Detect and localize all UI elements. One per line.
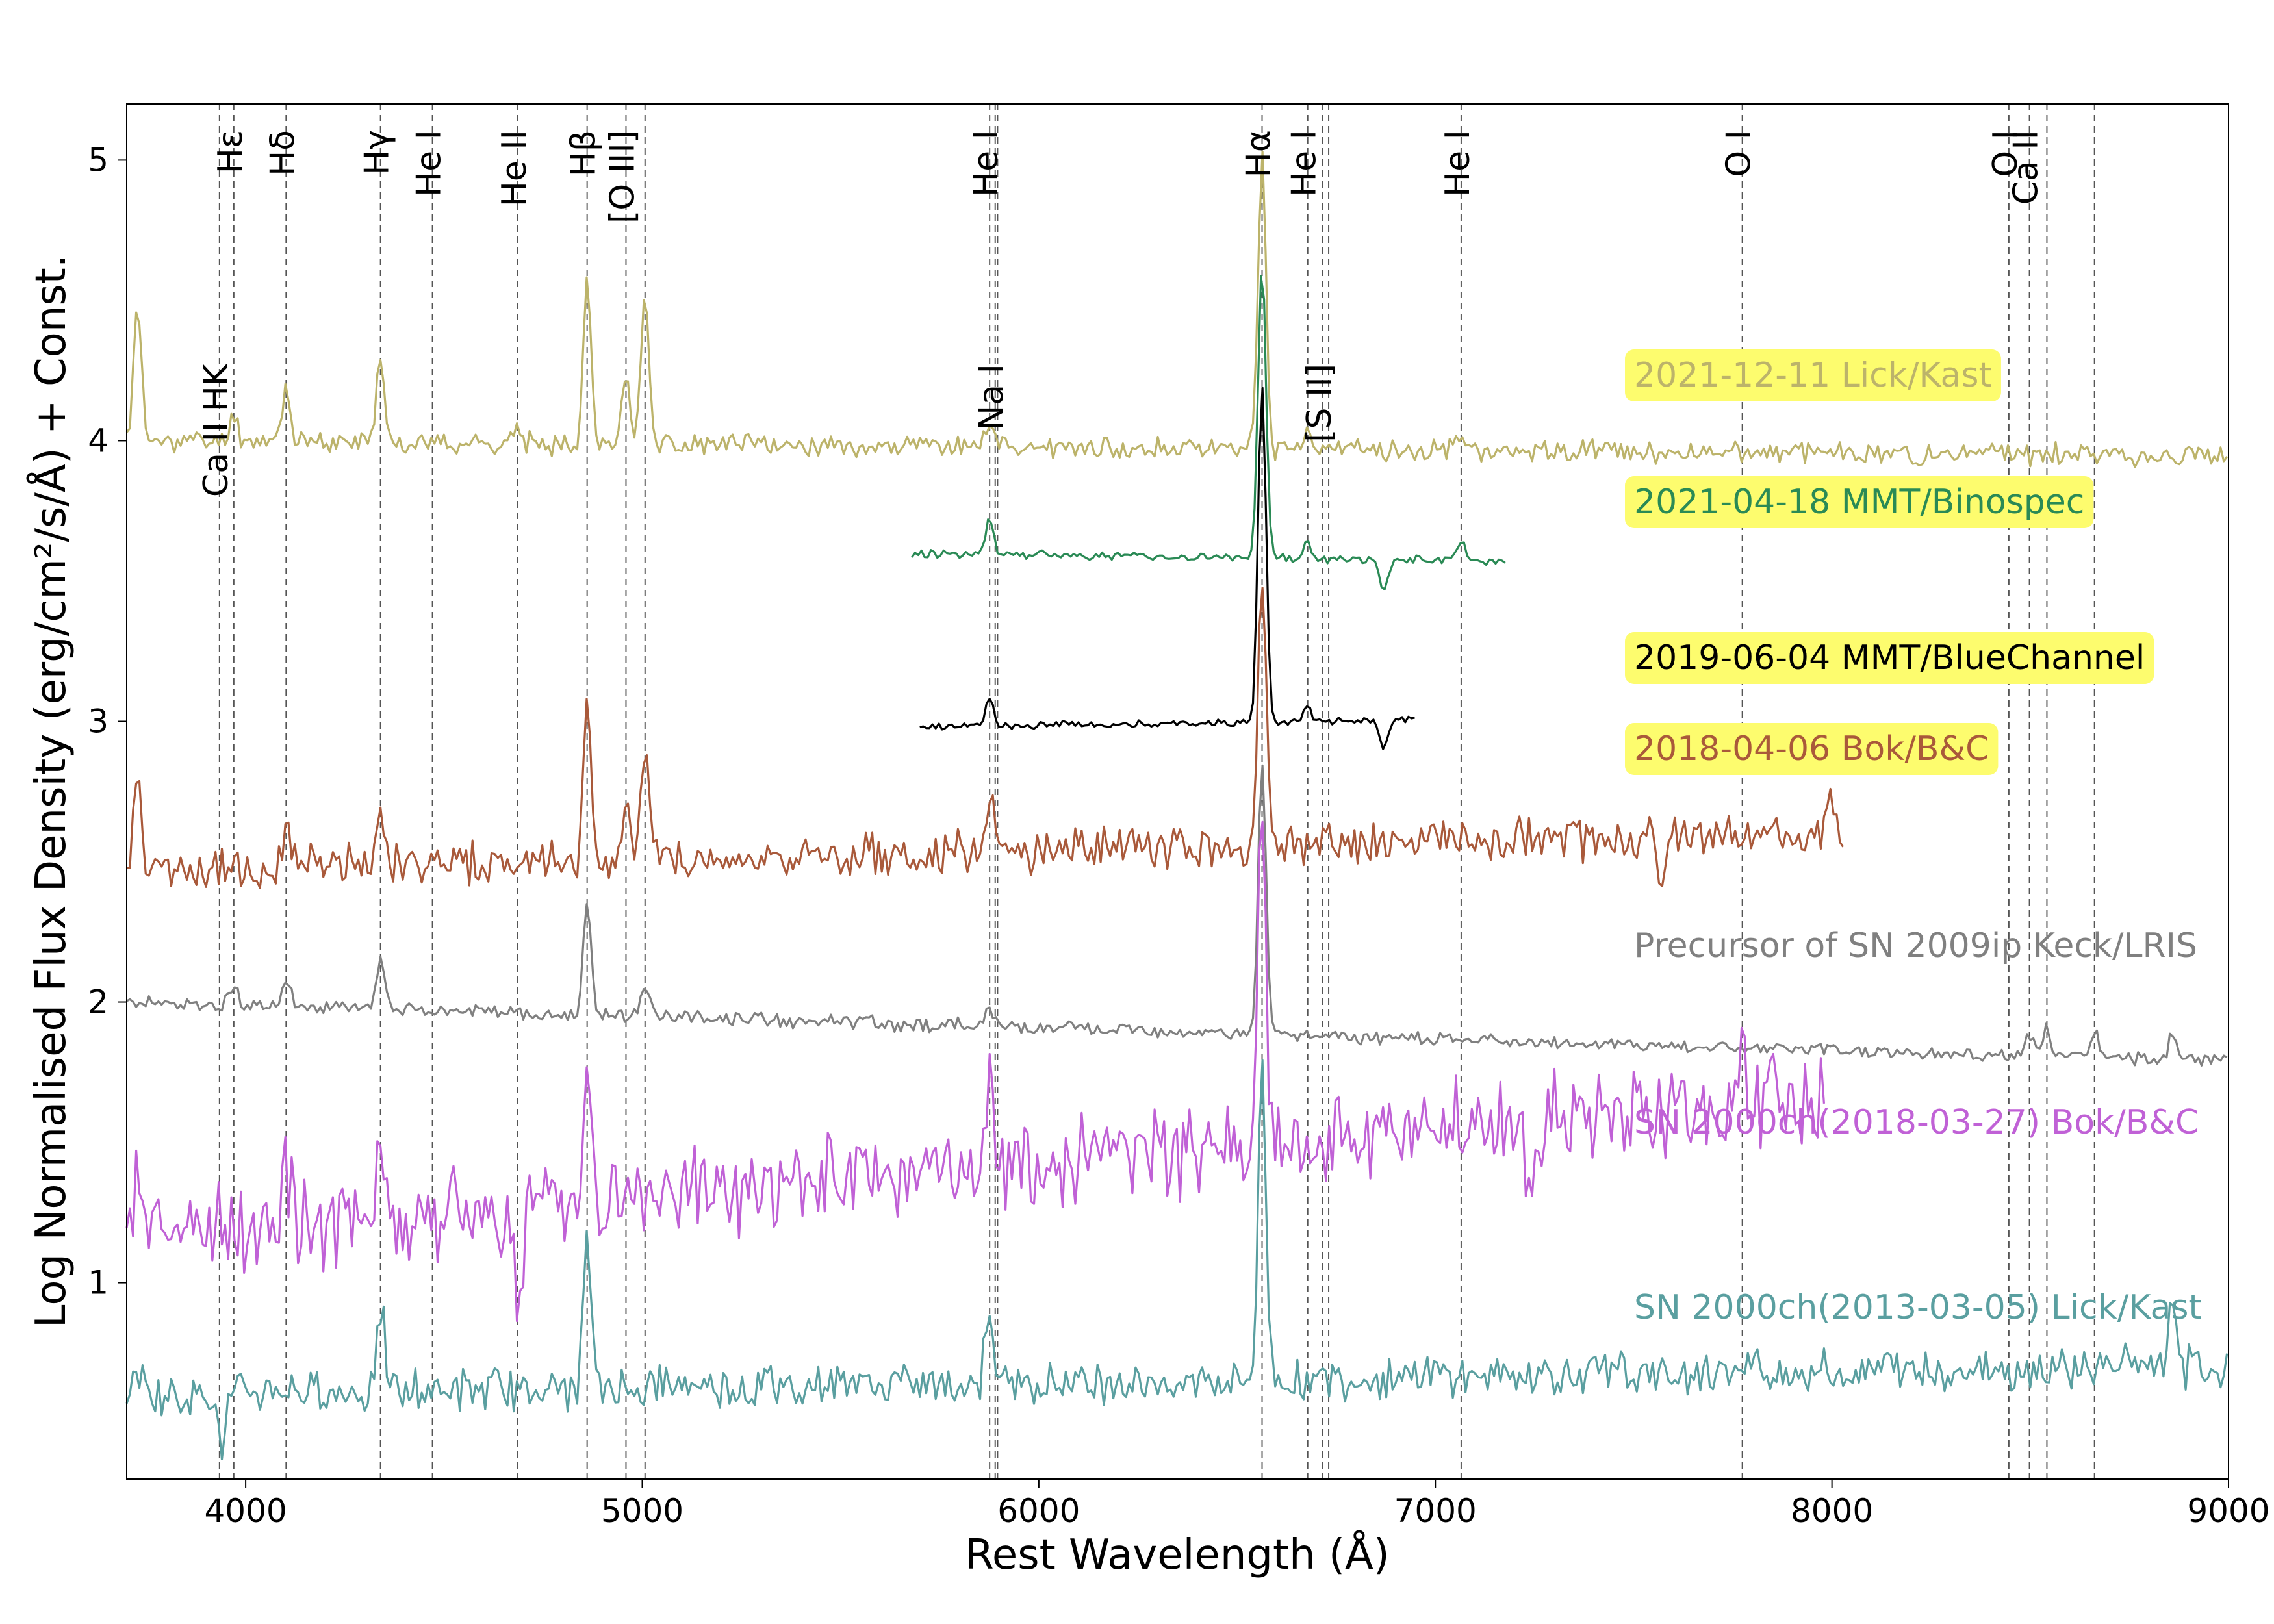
reference-line-label: [S II] (1300, 364, 1339, 442)
series-label-text: 2021-04-18 MMT/Binospec (1634, 483, 2084, 522)
reference-line-labels: Ca II HK Hε Hδ Hγ He I He II Hβ [O III] He I Na I… (197, 130, 2046, 497)
series-label: 2021-04-18 MMT/Binospec (1625, 476, 2094, 528)
reference-lines (218, 104, 2095, 1479)
reference-line-label: Hγ (358, 130, 397, 175)
series-label: 2021-12-11 Lick/Kast (1625, 349, 2001, 401)
series-line (911, 275, 1506, 591)
x-tick-label: 6000 (997, 1492, 1080, 1530)
series-line (125, 150, 2228, 468)
series-label: Precursor of SN 2009ip Keck/LRIS (1634, 926, 2197, 965)
y-tick-label: 1 (88, 1264, 109, 1302)
x-tick-label: 7000 (1394, 1492, 1477, 1530)
series-line (125, 1059, 2229, 1460)
x-axis-title: Rest Wavelength (Å) (965, 1530, 1389, 1579)
reference-line-label: He II (495, 130, 534, 207)
series-label: SN 2000ch(2018-03-27) Bok/B&C (1634, 1103, 2199, 1142)
reference-line-label: He I (410, 130, 449, 197)
series-label-text: 2019-06-04 MMT/BlueChannel (1634, 639, 2145, 678)
series-label-text: 2018-04-06 Bok/B&C (1634, 730, 1989, 768)
series-label: 2018-04-06 Bok/B&C (1625, 723, 1999, 775)
reference-line-label: He I (1285, 130, 1324, 197)
series-label-text: Precursor of SN 2009ip Keck/LRIS (1634, 926, 2197, 965)
series-label-text: SN 2000ch(2013-03-05) Lick/Kast (1634, 1288, 2202, 1327)
x-tick-label: 5000 (601, 1492, 683, 1530)
series-layer (125, 150, 2229, 1460)
series-label: SN 2000ch(2013-03-05) Lick/Kast (1634, 1288, 2202, 1327)
series-label-text: SN 2000ch(2018-03-27) Bok/B&C (1634, 1103, 2199, 1142)
series-line (127, 587, 1845, 889)
series-label-highlight (1625, 723, 1999, 775)
series-line (126, 764, 2228, 1067)
y-tick-label: 5 (88, 141, 109, 179)
reference-line-label: Ca II HK (197, 362, 236, 497)
plot-frame (126, 103, 2229, 1480)
reference-line-label: Na I (973, 364, 1012, 431)
series-label-highlight (1625, 476, 2094, 528)
x-tick-label: 9000 (2187, 1492, 2269, 1530)
series-label-highlight (1625, 349, 2001, 401)
series-label: 2019-06-04 MMT/BlueChannel (1625, 632, 2154, 684)
y-axis-title: Log Normalised Flux Density (erg/cm²/s/Å… (26, 255, 75, 1328)
reference-line-label: O I (1720, 130, 1759, 177)
series-line (125, 820, 1825, 1323)
x-tick-label: 4000 (204, 1492, 287, 1530)
series-line (919, 387, 1415, 750)
reference-line-label: [O III] (603, 130, 642, 223)
y-tick-label: 4 (88, 422, 109, 459)
x-axis: 4000 5000 6000 7000 8000 9000 (204, 1479, 2270, 1530)
y-axis: 1 2 3 4 5 (88, 141, 127, 1302)
series-label-highlight (1625, 632, 2154, 684)
reference-line-label: Ca II (2007, 130, 2046, 205)
series-labels: 2021-12-11 Lick/Kast 2021-04-18 MMT/Binos… (1625, 349, 2202, 1327)
reference-line-label: Hβ (565, 130, 604, 177)
reference-line-label: He I (967, 130, 1006, 197)
reference-line-label: Hε (211, 130, 250, 173)
series-label-text: 2021-12-11 Lick/Kast (1634, 356, 1992, 395)
reference-line-label: O I (1986, 130, 2025, 177)
reference-line-label: Hδ (263, 130, 302, 176)
x-tick-label: 8000 (1791, 1492, 1873, 1530)
reference-line-label: He I (1438, 130, 1477, 197)
y-tick-label: 3 (88, 702, 109, 740)
y-tick-label: 2 (88, 983, 109, 1021)
reference-line-label: Hα (1240, 130, 1279, 177)
